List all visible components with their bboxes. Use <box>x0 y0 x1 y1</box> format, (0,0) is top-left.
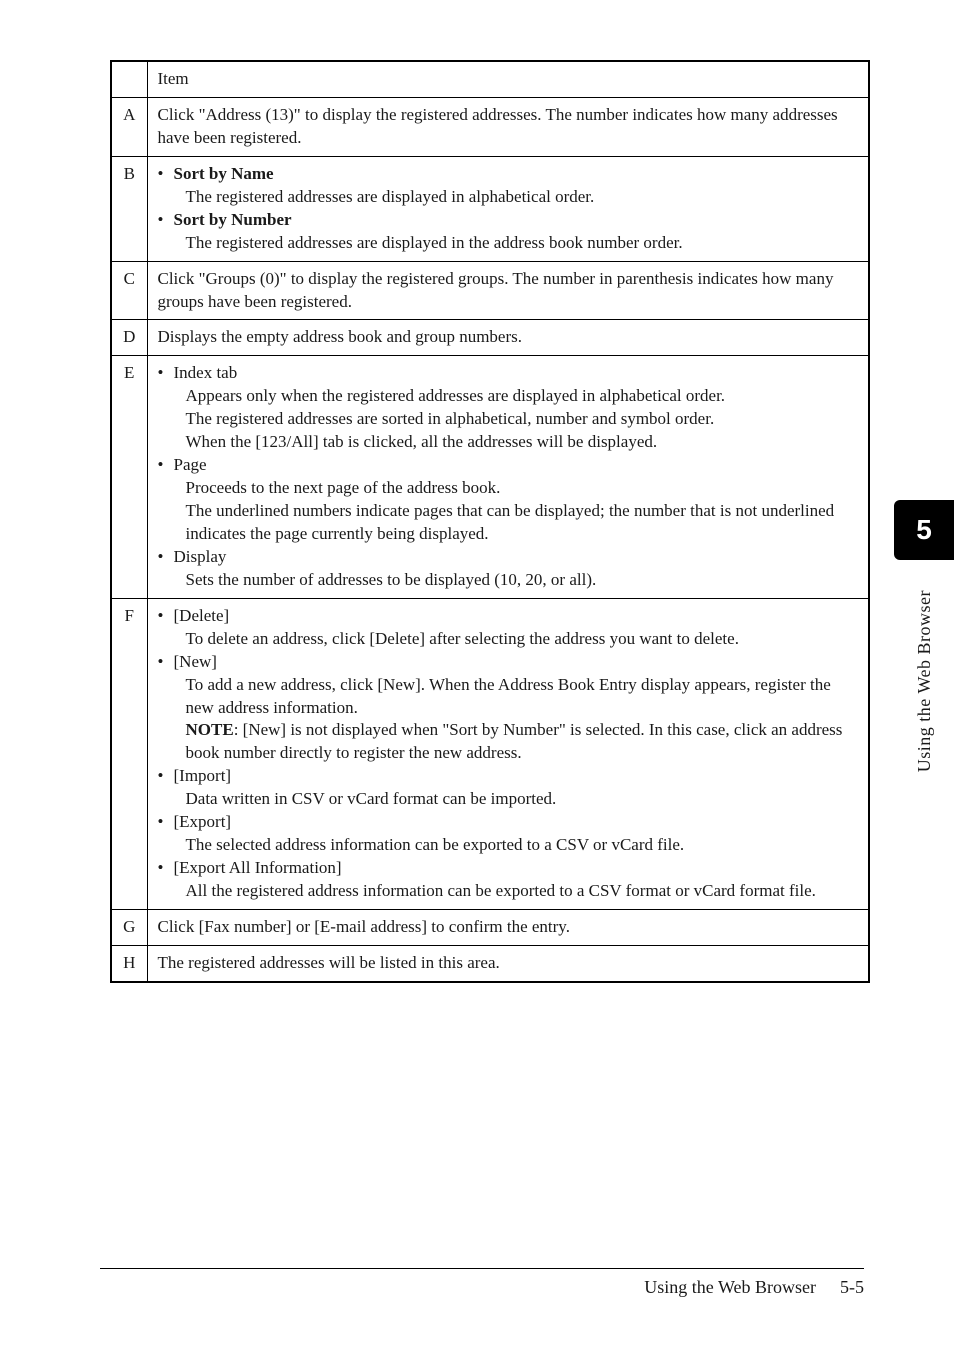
row-F-delete-l1: To delete an address, click [Delete] aft… <box>158 628 859 651</box>
row-B-sort-name-title: Sort by Name <box>174 163 859 186</box>
row-F-import-l1: Data written in CSV or vCard format can … <box>158 788 859 811</box>
bullet-icon: • <box>158 651 174 674</box>
bullet-icon: • <box>158 765 174 788</box>
table-row: H The registered addresses will be liste… <box>111 945 869 981</box>
table-row: E •Index tab Appears only when the regis… <box>111 356 869 598</box>
row-F-delete-title: [Delete] <box>174 605 859 628</box>
table-row: A Click "Address (13)" to display the re… <box>111 97 869 156</box>
row-F-new-l1: To add a new address, click [New]. When … <box>158 674 859 720</box>
footer-page-number: 5-5 <box>840 1277 864 1298</box>
row-label-B: B <box>111 156 147 261</box>
row-E-index-l1: Appears only when the registered address… <box>158 385 859 408</box>
table-header-row: Item <box>111 61 869 97</box>
chapter-title-vertical: Using the Web Browser <box>914 590 935 772</box>
row-label-C: C <box>111 261 147 320</box>
table-row: G Click [Fax number] or [E-mail address]… <box>111 909 869 945</box>
row-E-index-l2: The registered addresses are sorted in a… <box>158 408 859 431</box>
bullet-icon: • <box>158 857 174 880</box>
description-table: Item A Click "Address (13)" to display t… <box>110 60 870 983</box>
row-label-H: H <box>111 945 147 981</box>
row-B-sort-name-text: The registered addresses are displayed i… <box>158 186 859 209</box>
row-E-index-title: Index tab <box>174 362 859 385</box>
bullet-icon: • <box>158 209 174 232</box>
bullet-icon: • <box>158 546 174 569</box>
row-E-page-l2: The underlined numbers indicate pages th… <box>158 500 859 546</box>
chapter-number-tab: 5 <box>894 500 954 560</box>
row-F-exportall-title: [Export All Information] <box>174 857 859 880</box>
row-E-page-l1: Proceeds to the next page of the address… <box>158 477 859 500</box>
row-F-import-title: [Import] <box>174 765 859 788</box>
bullet-icon: • <box>158 454 174 477</box>
bullet-icon: • <box>158 605 174 628</box>
row-E-display-title: Display <box>174 546 859 569</box>
row-G-text: Click [Fax number] or [E-mail address] t… <box>147 909 869 945</box>
row-F-new-title: [New] <box>174 651 859 674</box>
table-row: C Click "Groups (0)" to display the regi… <box>111 261 869 320</box>
note-label: NOTE <box>186 720 234 739</box>
row-F-export-l1: The selected address information can be … <box>158 834 859 857</box>
table-row: B •Sort by Name The registered addresses… <box>111 156 869 261</box>
row-F-export-title: [Export] <box>174 811 859 834</box>
row-B-sort-number-text: The registered addresses are displayed i… <box>158 232 859 255</box>
table-header-blank <box>111 61 147 97</box>
chapter-sidebar: 5 Using the Web Browser <box>894 500 954 772</box>
row-B-sort-number-title: Sort by Number <box>174 209 859 232</box>
row-E-index-l3: When the [123/All] tab is clicked, all t… <box>158 431 859 454</box>
row-F-exportall-l1: All the registered address information c… <box>158 880 859 903</box>
table-header-item: Item <box>147 61 869 97</box>
bullet-icon: • <box>158 811 174 834</box>
bullet-icon: • <box>158 362 174 385</box>
row-label-D: D <box>111 320 147 356</box>
row-D-text: Displays the empty address book and grou… <box>147 320 869 356</box>
row-label-G: G <box>111 909 147 945</box>
row-F-new-note: NOTE: [New] is not displayed when "Sort … <box>158 719 859 765</box>
row-label-E: E <box>111 356 147 598</box>
row-E-content: •Index tab Appears only when the registe… <box>147 356 869 598</box>
row-H-text: The registered addresses will be listed … <box>147 945 869 981</box>
row-A-text: Click "Address (13)" to display the regi… <box>147 97 869 156</box>
row-F-content: •[Delete] To delete an address, click [D… <box>147 598 869 909</box>
row-B-content: •Sort by Name The registered addresses a… <box>147 156 869 261</box>
footer-title: Using the Web Browser <box>644 1277 816 1298</box>
page-footer: Using the Web Browser 5-5 <box>100 1268 864 1298</box>
note-text: : [New] is not displayed when "Sort by N… <box>186 720 843 762</box>
row-E-display-l1: Sets the number of addresses to be displ… <box>158 569 859 592</box>
bullet-icon: • <box>158 163 174 186</box>
row-label-A: A <box>111 97 147 156</box>
table-row: F •[Delete] To delete an address, click … <box>111 598 869 909</box>
row-E-page-title: Page <box>174 454 859 477</box>
table-row: D Displays the empty address book and gr… <box>111 320 869 356</box>
row-C-text: Click "Groups (0)" to display the regist… <box>147 261 869 320</box>
row-label-F: F <box>111 598 147 909</box>
